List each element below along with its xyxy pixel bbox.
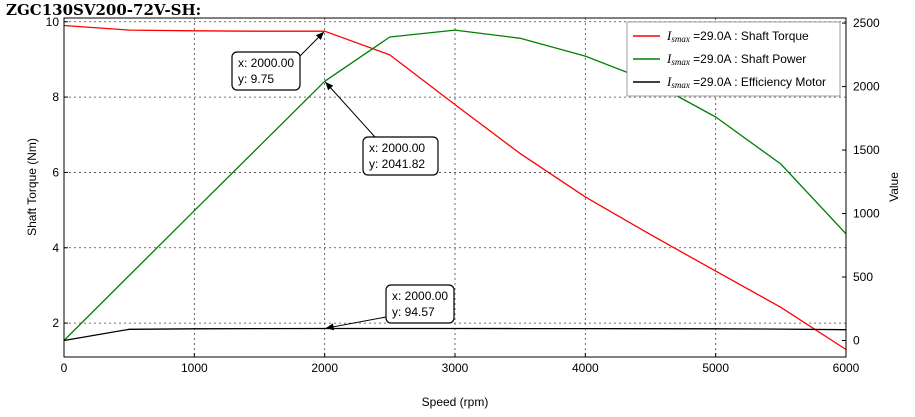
legend-label: Ismax =29.0A : Efficiency Motor [666,74,826,90]
y-right-tick-label: 500 [853,270,873,284]
legend-label-symbol: I [666,28,672,43]
legend-item: Ismax =29.0A : Shaft Torque [633,28,809,44]
chart-title: ZGC130SV200-72V-SH: [6,1,201,19]
legend-box [626,21,841,97]
legend-label-subscript: smax [671,80,690,90]
annotations: x: 2000.00y: 9.75x: 2000.00y: 2041.82x: … [231,31,455,331]
data-tip-box [231,51,301,91]
x-tick-label: 4000 [572,361,599,375]
x-tick-label: 6000 [833,361,860,375]
grid [64,18,846,357]
data-tip: x: 2000.00 y: 94.57 [325,284,455,331]
data-tip-box [385,284,455,324]
legend-label-text: =29.0A : Shaft Power [690,52,806,66]
y-right-tick-label: 2500 [853,16,880,30]
data-tip-arrow-head [325,323,335,331]
data-tip-x: x: 2000.00 [238,56,294,70]
data-tip-box [362,136,439,176]
ticks: 0 1000 2000 3000 4000 5000 6000 2 4 6 8 10 0 500 1000 1… [46,15,880,375]
legend-label: Ismax =29.0A : Shaft Torque [666,28,809,44]
data-tip-arrow-head [315,31,324,41]
y-axis-left-label: Shaft Torque (Nm) [25,138,39,236]
y-axis-right-label: Value [887,172,901,202]
torque-series-line [63,24,847,351]
legend-label-symbol: I [666,74,672,89]
data-tip-x: x: 2000.00 [392,289,448,303]
legend-label-text: =29.0A : Efficiency Motor [690,75,826,89]
x-tick-label: 5000 [702,361,729,375]
data-tip: x: 2000.00 y: 9.75 [231,31,325,91]
legend-label-subscript: smax [671,57,690,67]
x-tick-label: 0 [61,361,68,375]
data-tip-y: y: 9.75 [238,72,274,86]
legend-label: Ismax =29.0A : Shaft Power [666,51,806,67]
power-series-line [63,29,847,341]
legend-label-symbol: I [666,51,672,66]
legend-item: Ismax =29.0A : Shaft Power [633,51,806,67]
y-left-tick-label: 10 [46,15,60,29]
data-tip-arrow-head [325,81,334,91]
y-right-tick-label: 1000 [853,207,880,221]
legend-label-text: =29.0A : Shaft Torque [690,29,809,43]
y-right-tick-label: 1500 [853,143,880,157]
y-left-tick-label: 8 [52,90,59,104]
x-tick-label: 3000 [442,361,469,375]
data-tip-arrow-line [324,81,376,138]
data-tip-arrow-line [325,316,387,329]
legend-item: Ismax =29.0A : Efficiency Motor [633,74,826,90]
efficiency-series-line [63,327,847,342]
data-tip-y: y: 94.57 [392,305,435,319]
y-left-tick-label: 6 [52,165,59,179]
y-right-tick-label: 2000 [853,80,880,94]
x-tick-label: 2000 [311,361,338,375]
x-axis-label: Speed (rpm) [422,395,489,409]
series-layer [63,24,847,351]
legend-label-subscript: smax [671,34,690,44]
y-right-tick-label: 0 [853,333,860,347]
data-tip-y: y: 2041.82 [369,157,425,171]
y-left-tick-label: 2 [52,316,59,330]
y-left-tick-label: 4 [52,241,59,255]
x-tick-label: 1000 [181,361,208,375]
data-tip-x: x: 2000.00 [369,141,425,155]
data-tip: x: 2000.00 y: 2041.82 [324,81,439,176]
